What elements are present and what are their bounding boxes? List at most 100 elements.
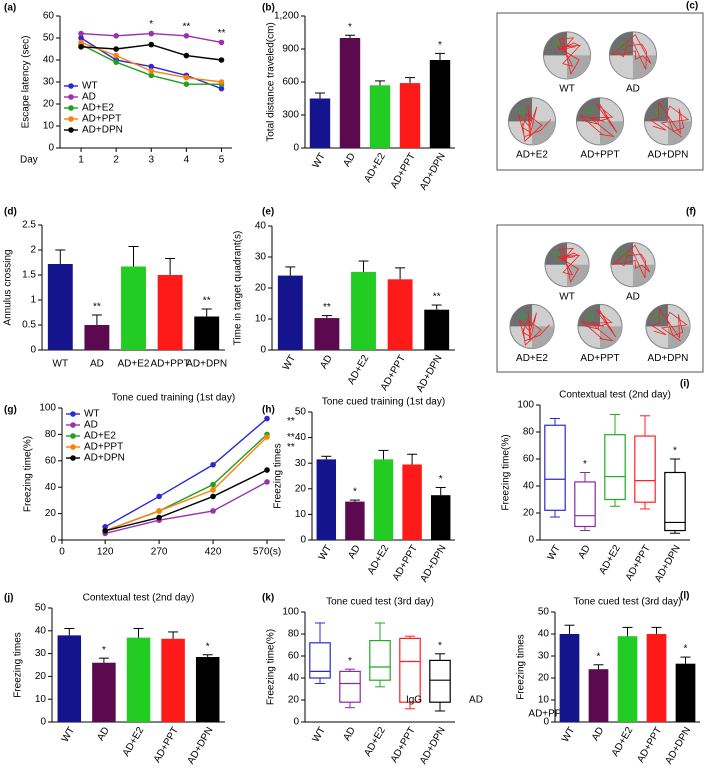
y-tick-label: 10 <box>43 121 55 132</box>
point <box>148 63 155 70</box>
significance-star: * <box>438 640 442 651</box>
panel-label: (d) <box>4 207 17 218</box>
y-axis-label: Freezing time(%) <box>266 629 277 705</box>
bar <box>84 325 110 350</box>
x-tick-label: AD+PPT <box>635 725 664 764</box>
bar <box>429 60 451 148</box>
chart-title: Tone cued test (3rd day) <box>574 597 682 608</box>
point <box>113 59 119 65</box>
panel-label: (g) <box>4 405 17 416</box>
y-tick-label: 1,200 <box>274 11 299 22</box>
y-tick-label: 20 <box>288 695 300 706</box>
bar <box>195 657 220 722</box>
pool-quadrant <box>532 121 556 145</box>
x-tick-label: WT <box>546 543 563 562</box>
y-axis-label: Freezing time(%) <box>23 436 34 512</box>
significance-star: * <box>348 656 352 667</box>
panel-label: (h) <box>262 405 275 416</box>
bar <box>430 495 451 540</box>
y-tick-label: 10 <box>255 314 267 325</box>
x-tick-label: 120 <box>97 547 114 558</box>
swim-path <box>580 103 618 138</box>
x-tick-label: AD <box>318 353 334 371</box>
y-tick-label: 20 <box>43 99 55 110</box>
platform <box>519 313 526 320</box>
x-tick-label: AD+DPN <box>653 543 683 584</box>
point <box>264 467 270 473</box>
x-tick-label: AD+E2 <box>597 543 623 577</box>
x-tick-label: AD <box>341 725 357 743</box>
y-tick-label: 2 <box>30 245 36 256</box>
y-tick-label: 0 <box>40 717 46 728</box>
y-axis-label: Time in target quadrant(s) <box>233 231 244 346</box>
y-tick-label: 30 <box>43 77 55 88</box>
platform <box>586 107 593 114</box>
pool-quadrant <box>532 326 555 349</box>
bar <box>675 663 696 722</box>
y-axis-label: Freezing times <box>13 632 24 698</box>
box <box>429 659 451 703</box>
point <box>102 524 108 530</box>
image-label: AD+DPN <box>648 150 689 161</box>
y-tick-label: 60 <box>288 651 300 662</box>
x-tick-label: 1 <box>78 155 84 166</box>
box <box>399 637 421 703</box>
point <box>148 30 155 37</box>
platform <box>587 313 594 320</box>
panel-label: (e) <box>262 207 274 218</box>
platform <box>619 41 626 48</box>
panel-label: (c) <box>686 1 698 12</box>
bar <box>373 459 394 540</box>
y-tick-label: 80 <box>45 429 57 440</box>
x-tick-label: 4 <box>184 155 190 166</box>
x-tick-label: AD+PPT <box>624 543 653 582</box>
y-tick-label: 30 <box>538 651 550 662</box>
significance-star: * <box>149 19 153 30</box>
x-tick-label: 3 <box>148 155 154 166</box>
point <box>78 44 84 50</box>
y-tick-label: 40 <box>45 482 57 493</box>
x-tick-label: AD+PPT <box>379 353 408 392</box>
x-tick-label: AD <box>346 543 362 561</box>
legend-marker <box>70 455 76 461</box>
point <box>210 487 216 493</box>
y-tick-label: 20 <box>295 483 307 494</box>
y-axis-label: Total distance traveled(cm) <box>266 22 277 142</box>
platform <box>518 107 525 114</box>
x-tick-label: AD+PPT <box>151 359 190 370</box>
significance-star: ** <box>93 302 101 313</box>
bar <box>57 635 82 722</box>
panel-label: (j) <box>4 593 13 604</box>
swim-path <box>556 245 581 283</box>
box <box>634 435 656 503</box>
x-tick-label: AD+E2 <box>118 359 150 370</box>
y-tick-label: 20 <box>538 673 550 684</box>
point <box>210 461 216 468</box>
legend-marker <box>68 116 74 122</box>
x-tick-label: WT <box>60 725 77 744</box>
box <box>604 434 626 501</box>
y-tick-label: 600 <box>282 77 299 88</box>
bar <box>126 637 151 722</box>
x-tick-label: AD <box>590 725 606 743</box>
swim-path <box>611 34 652 70</box>
point <box>102 527 108 534</box>
pool-quadrant <box>576 97 600 122</box>
point <box>148 72 155 79</box>
significance-star: ** <box>323 302 331 313</box>
y-tick-label: 60 <box>523 454 535 465</box>
bar <box>277 275 303 350</box>
y-tick-label: 0 <box>293 143 299 154</box>
bar <box>339 38 361 148</box>
line <box>104 436 268 532</box>
y-tick-label: 10 <box>295 509 307 520</box>
panel-label: (i) <box>680 379 689 390</box>
legend-label: AD+PPT <box>82 114 121 125</box>
y-tick-label: 50 <box>35 603 47 614</box>
swim-path <box>650 307 688 342</box>
line <box>104 418 268 528</box>
bar <box>387 279 413 350</box>
image-label: AD+PPT <box>580 353 619 364</box>
image-frame <box>496 12 704 171</box>
point <box>148 41 155 48</box>
